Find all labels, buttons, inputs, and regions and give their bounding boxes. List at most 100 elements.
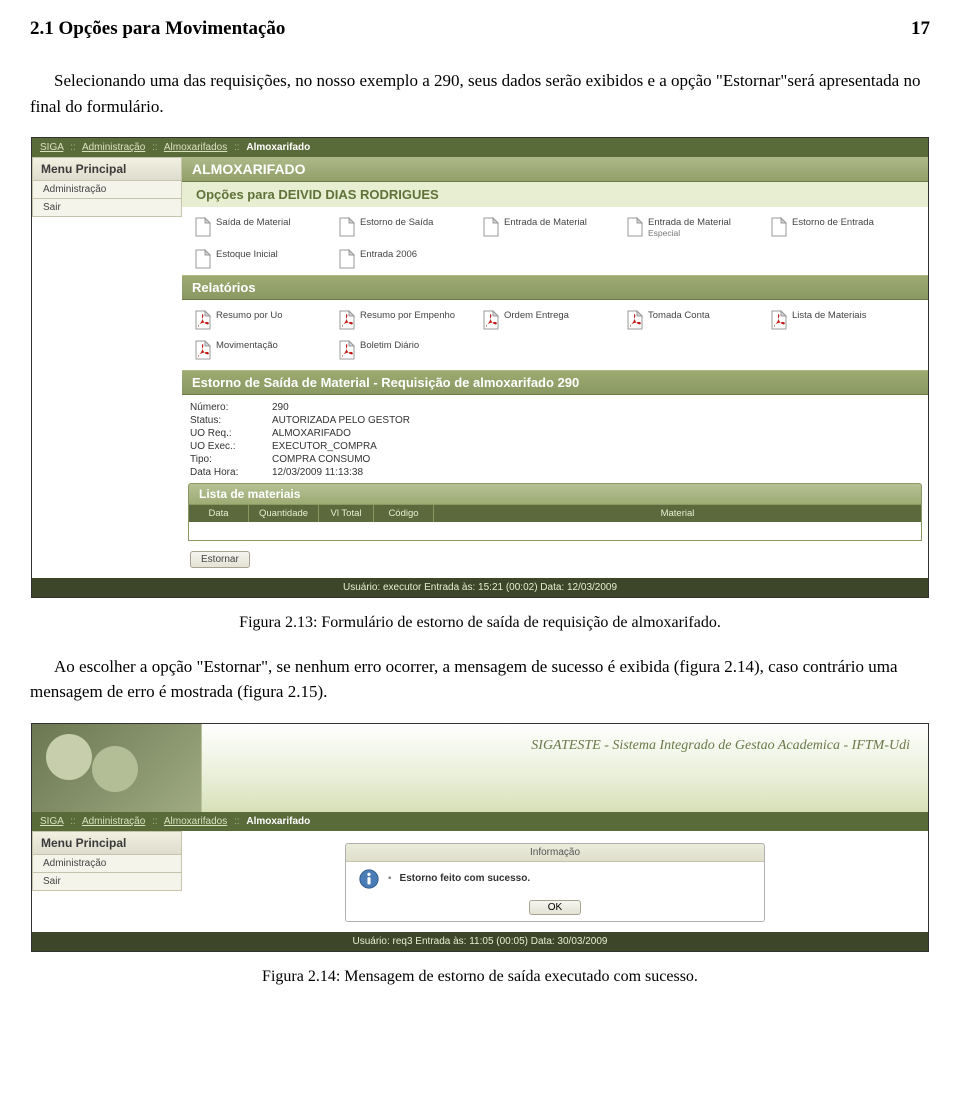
breadcrumb-sep: ::: [70, 816, 76, 827]
figure-caption-213: Figura 2.13: Formulário de estorno de sa…: [30, 614, 930, 632]
banner-photo: [32, 724, 202, 812]
document-icon: [338, 249, 356, 269]
icon-label: Entrada de MaterialEspecial: [648, 217, 731, 239]
pdf-icon: [770, 310, 788, 330]
pdf-icon: [194, 340, 212, 360]
document-icon: [338, 217, 356, 237]
report-link[interactable]: Ordem Entrega: [480, 306, 624, 334]
section-title-almoxarifado: ALMOXARIFADO: [182, 157, 928, 182]
detail-key: UO Exec.:: [190, 441, 272, 452]
paragraph-1: Selecionando uma das requisições, no nos…: [30, 68, 930, 119]
breadcrumb: SIGA :: Administração :: Almoxarifados :…: [32, 812, 928, 831]
footer-status-bar: Usuário: req3 Entrada às: 11:05 (00:05) …: [32, 932, 928, 951]
icon-label: Ordem Entrega: [504, 310, 569, 321]
breadcrumb-current: Almoxarifado: [246, 142, 310, 153]
pdf-icon: [482, 310, 500, 330]
report-link[interactable]: Resumo por Uo: [192, 306, 336, 334]
sidebar-item-sair[interactable]: Sair: [32, 199, 182, 217]
estornar-button[interactable]: Estornar: [190, 551, 250, 568]
breadcrumb-siga[interactable]: SIGA: [40, 142, 63, 153]
sidebar: Menu Principal Administração Sair: [32, 157, 182, 578]
sidebar-item-administracao[interactable]: Administração: [32, 181, 182, 199]
detail-value: EXECUTOR_COMPRA: [272, 441, 377, 452]
estorno-section-title: Estorno de Saída de Material - Requisiçã…: [182, 370, 928, 395]
figure-caption-214: Figura 2.14: Mensagem de estorno de saíd…: [30, 968, 930, 986]
detail-row: Data Hora:12/03/2009 11:13:38: [190, 466, 920, 479]
action-link[interactable]: Estorno de Saída: [336, 213, 480, 243]
menu-principal-header: Menu Principal: [32, 157, 182, 181]
info-icon: [358, 868, 380, 890]
screenshot-success-message: SIGATESTE - Sistema Integrado de Gestao …: [31, 723, 929, 952]
action-link[interactable]: Estoque Inicial: [192, 245, 336, 273]
icon-sublabel: Especial: [648, 228, 731, 238]
screenshot-form-estorno: SIGA :: Administração :: Almoxarifados :…: [31, 137, 929, 598]
document-icon: [194, 249, 212, 269]
section-subtitle-opcoes: Opções para DEIVID DIAS RODRIGUES: [182, 182, 928, 207]
report-link[interactable]: Resumo por Empenho: [336, 306, 480, 334]
requisicao-details: Número:290Status:AUTORIZADA PELO GESTOR U…: [182, 395, 928, 483]
paragraph-2: Ao escolher a opção "Estornar", se nenhu…: [30, 654, 930, 705]
detail-row: Número:290: [190, 401, 920, 414]
icon-label: Entrada de Material: [504, 217, 587, 228]
action-link[interactable]: Entrada de MaterialEspecial: [624, 213, 768, 243]
sidebar-item-administracao[interactable]: Administração: [32, 855, 182, 873]
table-column-header: Data: [189, 505, 249, 522]
report-link[interactable]: Boletim Diário: [336, 336, 480, 364]
detail-key: Data Hora:: [190, 467, 272, 478]
footer-status-bar: Usuário: executor Entrada às: 15:21 (00:…: [32, 578, 928, 597]
icon-label: Estorno de Saída: [360, 217, 433, 228]
breadcrumb-admin[interactable]: Administração: [82, 816, 145, 827]
icon-label: Movimentação: [216, 340, 278, 351]
table-column-header: Material: [434, 505, 921, 522]
breadcrumb-sep: ::: [234, 142, 240, 153]
section-heading: 2.1 Opções para Movimentação: [30, 18, 285, 40]
detail-row: UO Exec.:EXECUTOR_COMPRA: [190, 440, 920, 453]
detail-row: Tipo:COMPRA CONSUMO: [190, 453, 920, 466]
info-message: Estorno feito com sucesso.: [400, 873, 531, 884]
pdf-icon: [338, 340, 356, 360]
table-column-header: Quantidade: [249, 505, 319, 522]
info-panel-title: Informação: [346, 844, 764, 862]
detail-row: Status:AUTORIZADA PELO GESTOR: [190, 414, 920, 427]
breadcrumb-almoxarifados[interactable]: Almoxarifados: [164, 142, 227, 153]
action-link[interactable]: Entrada de Material: [480, 213, 624, 243]
breadcrumb-current: Almoxarifado: [246, 816, 310, 827]
icon-label: Estoque Inicial: [216, 249, 278, 260]
page-number: 17: [911, 18, 930, 40]
breadcrumb: SIGA :: Administração :: Almoxarifados :…: [32, 138, 928, 157]
sidebar-item-sair[interactable]: Sair: [32, 873, 182, 891]
icon-label: Resumo por Uo: [216, 310, 283, 321]
info-panel: Informação ▪ Estorno feito com sucesso. …: [345, 843, 765, 922]
breadcrumb-sep: ::: [152, 816, 158, 827]
detail-value: ALMOXARIFADO: [272, 428, 351, 439]
table-column-header: Código: [374, 505, 434, 522]
report-link[interactable]: Movimentação: [192, 336, 336, 364]
action-link[interactable]: Estorno de Entrada: [768, 213, 912, 243]
document-icon: [770, 217, 788, 237]
action-link[interactable]: Entrada 2006: [336, 245, 480, 273]
detail-key: Tipo:: [190, 454, 272, 465]
icon-label: Boletim Diário: [360, 340, 419, 351]
pdf-icon: [194, 310, 212, 330]
table-column-header: Vl Total: [319, 505, 374, 522]
detail-value: 12/03/2009 11:13:38: [272, 467, 363, 478]
action-link[interactable]: Saída de Material: [192, 213, 336, 243]
menu-principal-header: Menu Principal: [32, 831, 182, 855]
breadcrumb-sep: ::: [70, 142, 76, 153]
document-icon: [194, 217, 212, 237]
detail-key: Status:: [190, 415, 272, 426]
report-link[interactable]: Lista de Materiais: [768, 306, 912, 334]
breadcrumb-sep: ::: [152, 142, 158, 153]
report-link[interactable]: Tomada Conta: [624, 306, 768, 334]
icon-label: Resumo por Empenho: [360, 310, 455, 321]
breadcrumb-admin[interactable]: Administração: [82, 142, 145, 153]
ok-button[interactable]: OK: [529, 900, 581, 915]
icon-label: Saída de Material: [216, 217, 290, 228]
breadcrumb-sep: ::: [234, 816, 240, 827]
breadcrumb-siga[interactable]: SIGA: [40, 816, 63, 827]
breadcrumb-almoxarifados[interactable]: Almoxarifados: [164, 816, 227, 827]
document-icon: [626, 217, 644, 237]
icon-label: Entrada 2006: [360, 249, 417, 260]
detail-value: AUTORIZADA PELO GESTOR: [272, 415, 410, 426]
icon-label: Lista de Materiais: [792, 310, 866, 321]
